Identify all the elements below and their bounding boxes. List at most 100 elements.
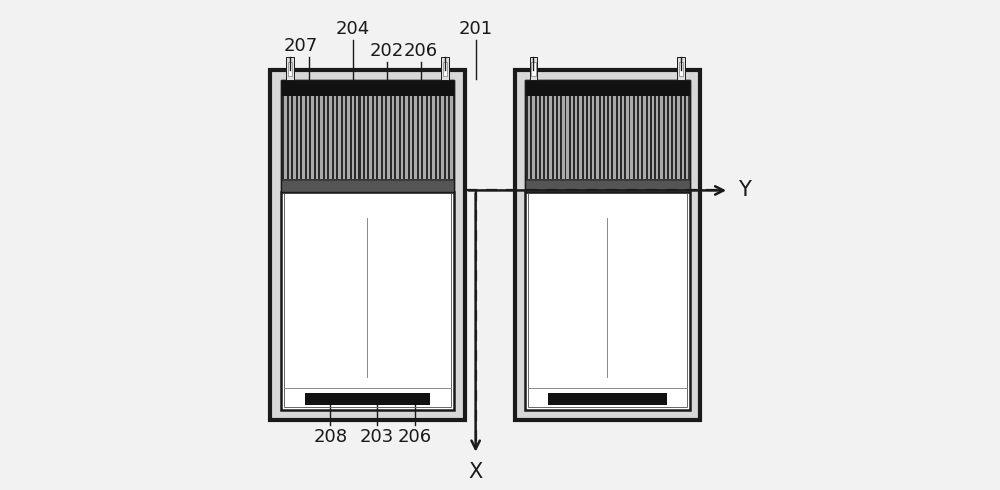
Bar <box>381 94 383 179</box>
Text: 203: 203 <box>360 428 394 446</box>
Bar <box>417 94 419 179</box>
Bar <box>525 181 690 193</box>
Bar <box>270 70 465 420</box>
Bar <box>611 94 613 179</box>
Bar <box>281 181 454 193</box>
Bar <box>530 57 537 80</box>
Bar <box>305 94 307 179</box>
Bar <box>288 62 292 75</box>
Bar <box>372 94 374 179</box>
Bar <box>586 94 588 179</box>
Bar <box>515 70 700 420</box>
Bar <box>284 193 451 407</box>
Bar <box>526 94 688 179</box>
Bar <box>287 94 289 179</box>
Bar <box>565 94 566 179</box>
Bar <box>629 94 630 179</box>
Text: 208: 208 <box>313 428 348 446</box>
Bar <box>539 94 541 179</box>
Bar <box>547 94 549 179</box>
Bar <box>560 94 562 179</box>
Bar <box>309 94 311 179</box>
Bar <box>641 94 643 179</box>
Bar <box>624 94 626 179</box>
Text: 202: 202 <box>370 42 404 60</box>
Bar <box>582 94 584 179</box>
Bar <box>281 193 454 410</box>
Bar <box>332 94 334 179</box>
Bar <box>281 80 454 193</box>
Bar <box>677 57 685 80</box>
Text: 204: 204 <box>336 20 370 38</box>
Bar <box>620 94 622 179</box>
Bar <box>318 94 320 179</box>
Bar <box>350 94 352 179</box>
Bar <box>296 94 298 179</box>
Bar <box>599 94 601 179</box>
Bar <box>412 94 414 179</box>
Bar <box>569 94 571 179</box>
Bar <box>336 94 338 179</box>
Bar <box>341 94 343 179</box>
Bar <box>300 94 302 179</box>
Bar <box>448 94 450 179</box>
Bar <box>525 80 690 193</box>
Bar <box>430 94 432 179</box>
Bar <box>633 94 635 179</box>
Bar <box>441 57 449 80</box>
Bar <box>531 62 536 75</box>
Bar <box>408 94 410 179</box>
Bar <box>679 62 683 75</box>
Bar <box>594 94 596 179</box>
Bar <box>684 94 686 179</box>
Bar <box>385 94 387 179</box>
Bar <box>675 94 677 179</box>
Text: 201: 201 <box>459 20 493 38</box>
Bar <box>616 94 618 179</box>
Bar <box>654 94 656 179</box>
Bar <box>286 57 294 80</box>
Bar <box>530 94 532 179</box>
Bar <box>525 80 690 96</box>
Bar <box>603 94 605 179</box>
Bar <box>444 94 446 179</box>
Bar <box>680 94 682 179</box>
Bar <box>376 94 378 179</box>
Bar <box>556 94 558 179</box>
Bar <box>363 94 365 179</box>
Bar <box>281 80 454 193</box>
Bar <box>667 94 669 179</box>
Bar <box>314 94 316 179</box>
Bar <box>663 94 665 179</box>
Bar <box>426 94 428 179</box>
Bar <box>543 94 545 179</box>
Bar <box>439 94 441 179</box>
Bar <box>358 94 361 179</box>
Bar <box>528 193 687 407</box>
Bar <box>573 94 575 179</box>
Text: 206: 206 <box>398 428 432 446</box>
Bar <box>399 94 401 179</box>
Bar <box>552 94 554 179</box>
Bar <box>305 392 430 405</box>
Text: 206: 206 <box>404 42 438 60</box>
Bar <box>525 193 690 410</box>
Bar <box>367 94 369 179</box>
Bar <box>590 94 592 179</box>
Bar <box>323 94 325 179</box>
Bar <box>526 94 528 179</box>
Bar <box>403 94 405 179</box>
Bar <box>525 80 690 193</box>
Bar <box>658 94 660 179</box>
Text: Y: Y <box>738 180 751 200</box>
Bar <box>282 94 453 179</box>
Bar <box>548 392 667 405</box>
Bar <box>421 94 423 179</box>
Bar <box>577 94 579 179</box>
Bar <box>650 94 652 179</box>
Bar <box>671 94 673 179</box>
Bar <box>345 94 347 179</box>
Bar <box>282 94 284 179</box>
Bar <box>394 94 396 179</box>
Text: X: X <box>469 462 483 482</box>
